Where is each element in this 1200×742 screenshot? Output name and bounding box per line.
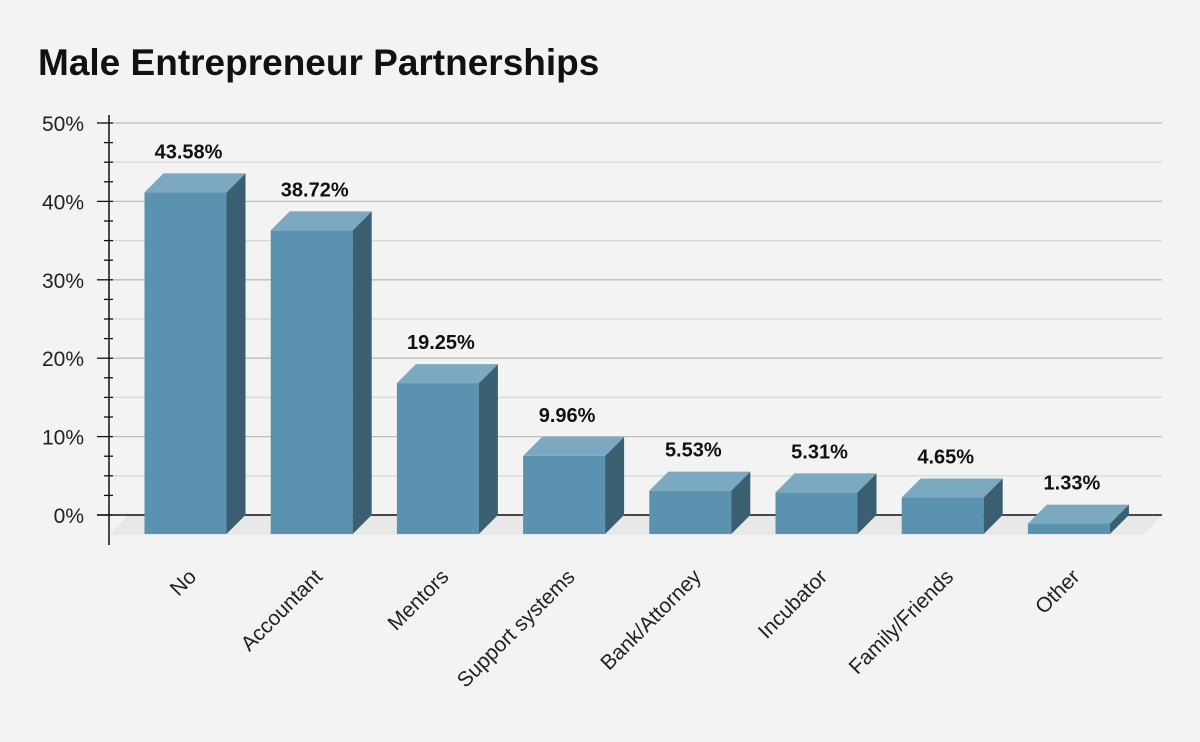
bar-top-face — [270, 211, 372, 231]
bar-side-face — [731, 471, 751, 534]
bar-side-face — [1109, 504, 1129, 534]
data-label: 43.58% — [155, 141, 223, 163]
x-category-label: Incubator — [754, 565, 832, 643]
data-label: 5.31% — [791, 441, 848, 463]
bar-side-face — [857, 473, 877, 534]
y-tick-label: 20% — [42, 348, 84, 371]
data-label: 19.25% — [407, 332, 475, 354]
x-axis-labels: No Accountant Mentors Support systems Bank/A… — [166, 565, 1085, 692]
data-label: 4.65% — [917, 447, 974, 469]
bar-front-face — [649, 490, 732, 534]
bar-top-face — [775, 473, 877, 493]
x-category-label: Family/Friends — [845, 565, 959, 679]
data-label: 5.53% — [665, 440, 722, 462]
bar-front-face — [775, 492, 858, 534]
bar-side-face — [352, 211, 372, 535]
bars — [144, 173, 1129, 535]
bar — [523, 436, 625, 534]
bar — [396, 364, 498, 534]
floor-plane — [109, 515, 1162, 535]
bar-top-face — [523, 436, 625, 456]
bar — [270, 211, 372, 535]
bar-top-face — [144, 173, 246, 193]
bar-front-face — [144, 192, 227, 534]
bar-top-face — [1027, 504, 1129, 524]
x-category-label: Mentors — [384, 565, 454, 635]
x-category-label: Support systems — [453, 565, 580, 692]
x-category-label: Accountant — [237, 565, 328, 656]
chart-title: Male Entrepreneur Partnerships — [38, 42, 599, 83]
bar-front-face — [901, 497, 984, 534]
bar-top-face — [649, 471, 751, 491]
bar-front-face — [1027, 523, 1110, 534]
chart-floor — [109, 515, 1162, 535]
x-category-label: Other — [1031, 565, 1084, 618]
bar-front-face — [396, 383, 479, 534]
data-label: 38.72% — [281, 179, 349, 201]
bar-side-face — [226, 173, 246, 534]
bar — [649, 471, 751, 534]
x-category-label: No — [166, 565, 201, 600]
data-labels: 43.58% 38.72% 19.25% 9.96% 5.53% 5.31% 4.65% 1.… — [155, 141, 1101, 494]
x-category-label: Bank/Attorney — [596, 565, 706, 675]
bar-front-face — [270, 230, 353, 535]
bar — [1027, 504, 1129, 534]
y-tick-label: 50% — [42, 113, 84, 136]
bar — [144, 173, 246, 534]
bar-side-face — [983, 478, 1003, 534]
bar-top-face — [396, 364, 498, 384]
y-tick-label: 10% — [42, 427, 84, 450]
y-tick-label: 0% — [54, 505, 84, 528]
grid-lines — [109, 122, 1162, 477]
bar — [901, 478, 1003, 534]
data-label: 1.33% — [1044, 473, 1101, 495]
bar-front-face — [523, 455, 606, 534]
bar-side-face — [605, 436, 625, 534]
bar-side-face — [478, 364, 498, 534]
bar-top-face — [901, 478, 1003, 498]
data-label: 9.96% — [539, 405, 596, 427]
y-tick-label: 40% — [42, 191, 84, 214]
y-tick-label: 30% — [42, 270, 84, 293]
bar — [775, 473, 877, 534]
